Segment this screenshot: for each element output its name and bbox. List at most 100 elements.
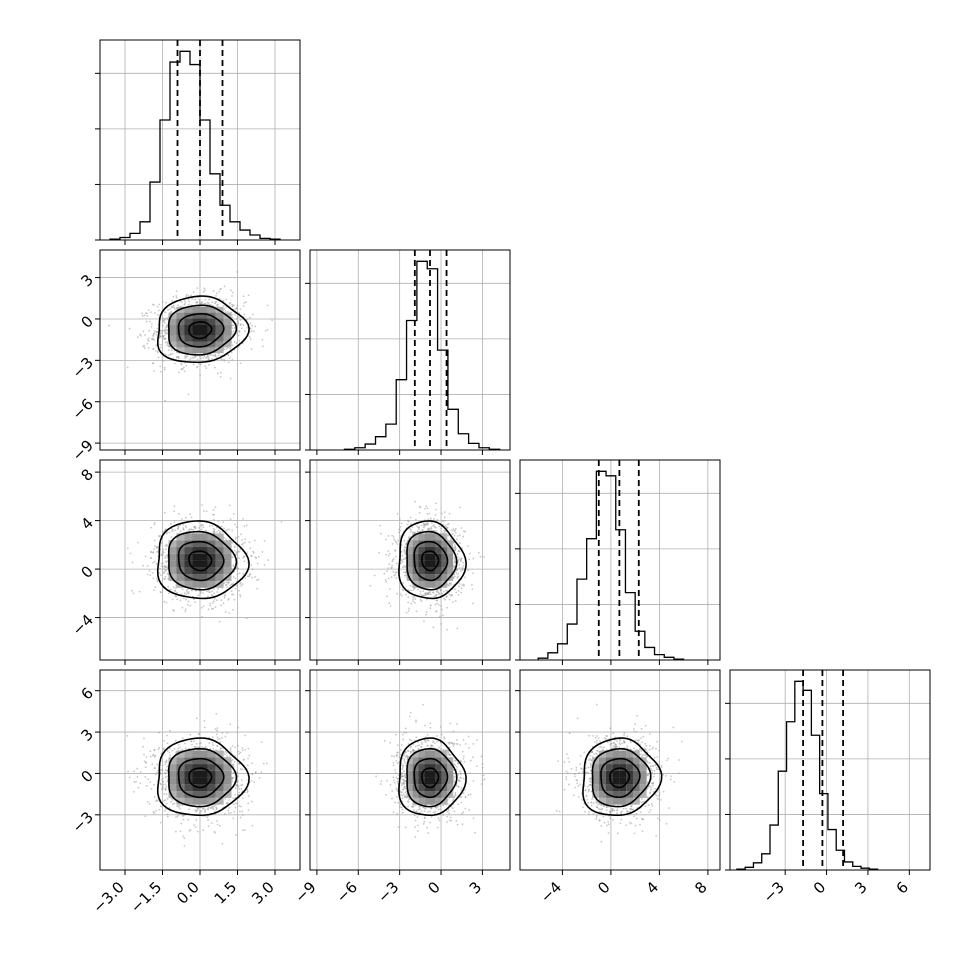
scatter-point bbox=[164, 399, 167, 402]
scatter-point bbox=[159, 329, 162, 332]
scatter-point bbox=[215, 599, 218, 602]
scatter-point bbox=[235, 553, 237, 556]
density-cell bbox=[424, 540, 430, 548]
scatter-point bbox=[217, 738, 219, 741]
scatter-point bbox=[231, 327, 234, 330]
scatter-point bbox=[238, 330, 241, 333]
scatter-point bbox=[413, 601, 416, 604]
scatter-point bbox=[214, 506, 217, 509]
scatter-point bbox=[159, 535, 162, 537]
scatter-point bbox=[181, 588, 184, 591]
scatter-point bbox=[187, 294, 190, 297]
density-cell bbox=[176, 574, 185, 581]
scatter-point bbox=[393, 574, 396, 577]
contour-line-3 bbox=[156, 295, 250, 364]
scatter-point bbox=[191, 356, 194, 359]
density-cell bbox=[223, 553, 232, 561]
scatter-point bbox=[210, 607, 213, 610]
density-cell bbox=[447, 567, 454, 575]
density-cell bbox=[441, 547, 448, 554]
scatter-point bbox=[407, 601, 410, 604]
scatter-point bbox=[182, 528, 185, 531]
scatter-point bbox=[388, 563, 391, 566]
scatter-point bbox=[188, 300, 190, 303]
scatter-point bbox=[150, 526, 153, 529]
scatter-point bbox=[423, 523, 426, 526]
scatter-point bbox=[234, 327, 236, 330]
density-cell bbox=[176, 553, 185, 561]
scatter-point bbox=[410, 589, 412, 592]
scatter-point bbox=[170, 310, 173, 313]
scatter-point bbox=[385, 553, 387, 556]
scatter-point bbox=[187, 600, 190, 603]
scatter-point bbox=[211, 590, 214, 593]
scatter-point bbox=[209, 303, 212, 306]
scatter-point bbox=[212, 518, 215, 521]
scatter-point bbox=[198, 527, 200, 529]
histogram-step-v1 bbox=[343, 260, 501, 450]
scatter-point bbox=[437, 591, 440, 594]
scatter-point bbox=[441, 520, 444, 523]
density-cell bbox=[447, 560, 454, 568]
scatter-point bbox=[232, 565, 235, 568]
scatter-point bbox=[239, 593, 241, 596]
scatter-point bbox=[141, 314, 144, 317]
scatter-point bbox=[428, 512, 431, 515]
density-cell bbox=[200, 312, 208, 319]
scatter-point bbox=[436, 602, 438, 605]
scatter-point bbox=[198, 300, 201, 303]
scatter-point bbox=[425, 598, 428, 601]
scatter-point bbox=[454, 558, 456, 561]
histogram-panel-2 bbox=[520, 460, 720, 660]
scatter-point bbox=[179, 599, 182, 602]
scatter-point bbox=[388, 588, 391, 590]
scatter-point bbox=[218, 737, 221, 740]
scatter-point bbox=[175, 587, 177, 589]
scatter-point bbox=[190, 740, 192, 743]
scatter-point bbox=[188, 303, 190, 306]
scatter-point bbox=[185, 590, 188, 592]
scatter-point bbox=[400, 522, 403, 525]
scatter-point bbox=[235, 584, 238, 587]
scatter-point bbox=[425, 505, 427, 508]
scatter-point bbox=[230, 590, 233, 593]
scatter-point bbox=[247, 575, 249, 578]
scatter-point bbox=[144, 334, 147, 336]
scatter-point bbox=[180, 368, 183, 371]
scatter-point bbox=[203, 287, 206, 290]
scatter-point bbox=[223, 308, 226, 310]
scatter-point bbox=[261, 551, 264, 553]
scatter-point bbox=[162, 335, 165, 338]
scatter-point bbox=[207, 359, 210, 361]
scatter-point bbox=[164, 555, 167, 558]
scatter-point bbox=[462, 564, 465, 567]
scatter-point bbox=[429, 607, 432, 610]
scatter-point bbox=[132, 790, 135, 793]
scatter-point bbox=[180, 301, 183, 304]
y-tick-label-v2-3: 8 bbox=[78, 465, 97, 484]
scatter-point bbox=[448, 512, 451, 515]
scatter-point bbox=[251, 324, 253, 327]
scatter-point bbox=[238, 572, 241, 575]
scatter-point bbox=[403, 546, 406, 549]
scatter-point bbox=[435, 610, 438, 613]
scatter-point bbox=[420, 524, 423, 527]
scatter-point bbox=[201, 746, 204, 748]
scatter-point bbox=[403, 565, 405, 567]
scatter-point bbox=[429, 593, 432, 596]
scatter-point bbox=[412, 589, 415, 592]
scatter-point bbox=[220, 357, 222, 360]
scatter-point bbox=[164, 577, 167, 580]
scatter-point bbox=[164, 575, 167, 578]
scatter-point bbox=[190, 294, 192, 297]
contour-line-0 bbox=[188, 321, 213, 340]
scatter-point bbox=[208, 298, 211, 301]
contour-line-2 bbox=[167, 530, 238, 591]
scatter-point bbox=[218, 620, 221, 623]
scatter-point bbox=[214, 606, 217, 608]
scatter-point bbox=[423, 620, 425, 623]
scatter-point bbox=[179, 830, 182, 833]
scatter-point bbox=[184, 608, 187, 611]
density-cell bbox=[192, 553, 200, 561]
scatter-point bbox=[155, 330, 158, 333]
